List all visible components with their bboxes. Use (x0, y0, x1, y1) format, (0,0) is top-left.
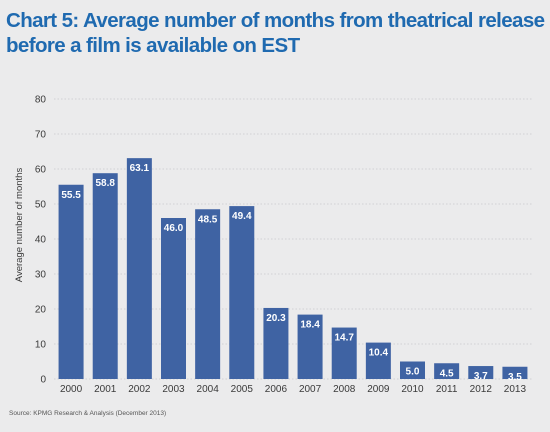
bar-data-label: 46.0 (164, 223, 184, 234)
x-tick-label: 2007 (299, 384, 322, 395)
bar (195, 209, 221, 379)
bar (400, 361, 425, 379)
chart-title: Chart 5: Average number of months from t… (6, 8, 546, 58)
y-tick-label: 20 (35, 305, 47, 316)
bars (58, 158, 528, 379)
x-tick-label: 2011 (436, 384, 458, 395)
x-tick-label: 2002 (128, 384, 151, 395)
y-tick-label: 10 (35, 340, 47, 351)
x-tick-label: 2005 (231, 384, 254, 395)
bar-data-label: 4.5 (440, 368, 454, 379)
y-tick-label: 60 (35, 165, 47, 176)
source-note: Source: KPMG Research & Analysis (Decemb… (9, 410, 167, 417)
bar-data-label: 63.1 (130, 163, 150, 174)
y-tick-label: 40 (35, 235, 47, 246)
y-tick-label: 0 (40, 375, 46, 386)
bar (126, 158, 152, 379)
bar-data-label: 55.5 (61, 190, 81, 201)
chart-title-line2: before a film is available on EST (6, 34, 300, 57)
bar-data-label: 20.3 (266, 313, 286, 324)
bar (468, 366, 494, 379)
bar-data-labels: 55.5 58.8 63.1 46.0 48.5 49.4 20.3 18.4 14.7 10.4… (61, 163, 522, 383)
chart-title-line1: Chart 5: Average number of months from t… (6, 9, 545, 32)
bar-data-label: 10.4 (369, 348, 389, 359)
bar (263, 307, 289, 379)
y-tick-label: 70 (35, 130, 47, 141)
x-tick-label: 2013 (504, 384, 527, 395)
x-axis-ticks: 2000 2001 2002 2003 2004 2005 2006 2007 2008 2009… (60, 384, 527, 395)
bar (229, 206, 255, 379)
y-axis-label: Average number of months (14, 168, 25, 283)
bar (297, 314, 323, 379)
bar (58, 184, 84, 379)
x-tick-label: 2006 (265, 384, 288, 395)
bar (434, 363, 460, 379)
x-tick-label: 2004 (197, 384, 220, 395)
x-tick-label: 2003 (162, 384, 185, 395)
bar-data-label: 18.4 (300, 320, 320, 331)
y-axis-ticks: 0 10 20 30 40 50 60 70 80 (35, 95, 47, 386)
bar-data-label: 3.5 (508, 372, 522, 383)
y-tick-label: 50 (35, 200, 47, 211)
x-tick-label: 2009 (367, 384, 390, 395)
bar-data-label: 48.5 (198, 214, 218, 225)
bar-data-label: 49.4 (232, 211, 252, 222)
x-tick-label: 2000 (60, 384, 83, 395)
bar (502, 366, 528, 379)
x-tick-label: 2001 (94, 384, 117, 395)
y-tick-label: 30 (35, 270, 47, 281)
gridlines (54, 98, 532, 380)
bar-data-label: 14.7 (334, 333, 354, 344)
bar-data-label: 5.0 (406, 367, 420, 378)
bar (161, 218, 186, 379)
y-tick-label: 80 (35, 95, 47, 106)
bar-data-label: 58.8 (95, 178, 115, 189)
x-tick-label: 2008 (333, 384, 356, 395)
bar (92, 173, 118, 379)
bar (365, 342, 391, 379)
bar-data-label: 3.7 (474, 371, 488, 382)
x-tick-label: 2012 (470, 384, 493, 395)
bar (331, 327, 357, 379)
x-tick-label: 2010 (401, 384, 424, 395)
